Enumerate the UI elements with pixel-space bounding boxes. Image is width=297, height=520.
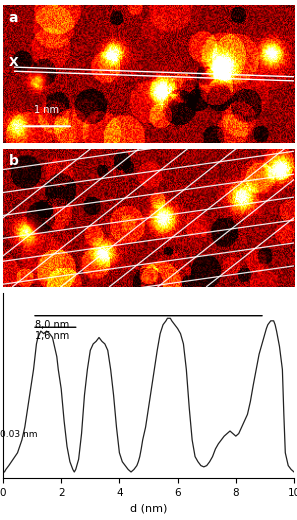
Text: a: a [9,11,18,25]
X-axis label: d (nm): d (nm) [130,504,167,514]
Text: X: X [9,57,18,70]
Text: 0.03 nm: 0.03 nm [0,430,37,439]
Text: 1,6 nm: 1,6 nm [35,331,69,341]
Text: 1 nm: 1 nm [34,105,59,115]
Text: b: b [9,154,19,168]
Text: 8,0 nm: 8,0 nm [35,320,69,330]
